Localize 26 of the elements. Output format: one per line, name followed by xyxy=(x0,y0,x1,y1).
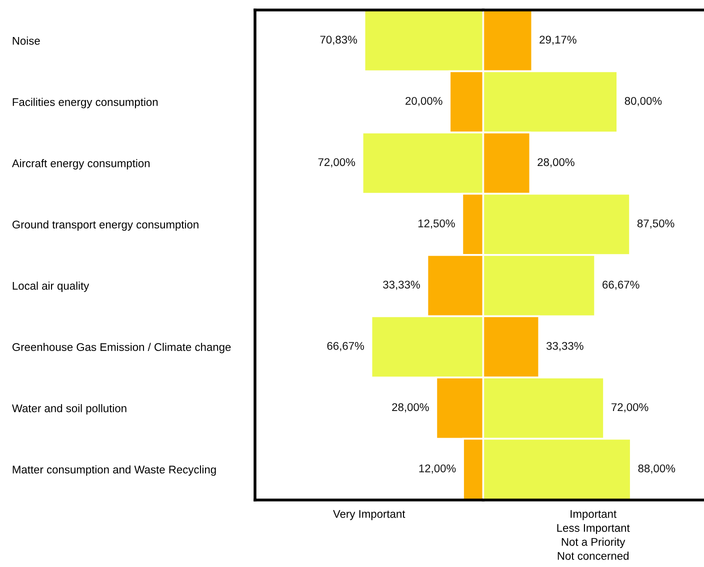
y-tick-label: Facilities energy consumption xyxy=(12,98,158,108)
y-tick-label: Aircraft energy consumption xyxy=(12,159,150,170)
data-label: 72,00% xyxy=(318,158,356,168)
data-label: 33,33% xyxy=(383,280,420,290)
data-label: 80,00% xyxy=(624,96,662,106)
data-label: 28,00% xyxy=(392,403,429,412)
data-label: 87,50% xyxy=(637,219,674,229)
y-tick-label: Greenhouse Gas Emission / Climate change xyxy=(12,342,231,354)
y-tick-label: Ground transport energy consumption xyxy=(12,220,198,231)
data-label: 33,33% xyxy=(546,342,584,352)
data-label: 88,00% xyxy=(638,464,676,474)
data-label: 66,67% xyxy=(602,280,640,290)
x-axis-title: Very Important xyxy=(333,510,406,520)
data-label: 70,83% xyxy=(320,36,358,45)
data-label: 66,67% xyxy=(327,342,364,352)
y-tick-label: Noise xyxy=(12,36,40,45)
data-label: 72,00% xyxy=(612,403,648,412)
y-tick-label: Matter consumption and Waste Recycling xyxy=(12,465,216,476)
data-label: 12,50% xyxy=(418,219,455,229)
data-label: 29,17% xyxy=(540,36,576,45)
data-label: 28,00% xyxy=(538,158,574,168)
x-axis-title: Important Less Important Not a Priority Not concerned xyxy=(557,510,630,560)
y-tick-label: Local air quality xyxy=(12,282,90,292)
data-label: 12,00% xyxy=(419,464,456,474)
data-label: 20,00% xyxy=(406,96,442,106)
y-tick-label: Water and soil pollution xyxy=(12,404,126,414)
